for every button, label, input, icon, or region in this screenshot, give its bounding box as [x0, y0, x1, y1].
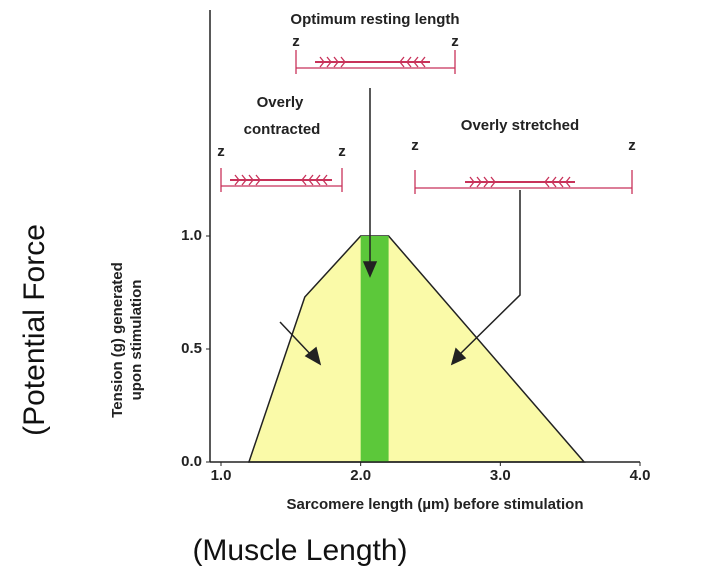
z-label: z [217, 143, 225, 160]
y-tick-label: 1.0 [181, 227, 202, 244]
sarcomere-label: Optimum resting length [290, 11, 459, 28]
y-tick-label: 0.0 [181, 453, 202, 470]
sarcomere-label: contracted [244, 121, 321, 138]
z-label: z [411, 137, 419, 154]
sarcomere [221, 168, 342, 192]
sarcomere-label: Overly stretched [461, 117, 579, 134]
plot [249, 236, 584, 462]
x-tick-label: 2.0 [350, 467, 371, 484]
y-tick-label: 0.5 [181, 340, 202, 357]
sarcomere-label: Overly [257, 94, 304, 111]
z-label: z [338, 143, 346, 160]
chart: (Potential Force (Muscle Length) Tension… [0, 0, 718, 580]
z-label: z [451, 33, 459, 50]
x-tick-label: 4.0 [630, 467, 651, 484]
z-label: z [628, 137, 636, 154]
z-label: z [292, 33, 300, 50]
outer-y-label: (Potential Force [18, 224, 51, 436]
area [249, 236, 584, 462]
sarcomere [415, 170, 632, 194]
x-axis-label: Sarcomere length (µm) before stimulation [286, 496, 583, 513]
x-tick-label: 1.0 [211, 467, 232, 484]
sarcomere [296, 50, 455, 74]
y-axis-label: upon stimulation [128, 280, 145, 401]
x-tick-label: 3.0 [490, 467, 511, 484]
y-axis-label: Tension (g) generated [109, 262, 126, 418]
optimum-band [361, 236, 389, 462]
outer-x-label: (Muscle Length) [192, 534, 407, 567]
